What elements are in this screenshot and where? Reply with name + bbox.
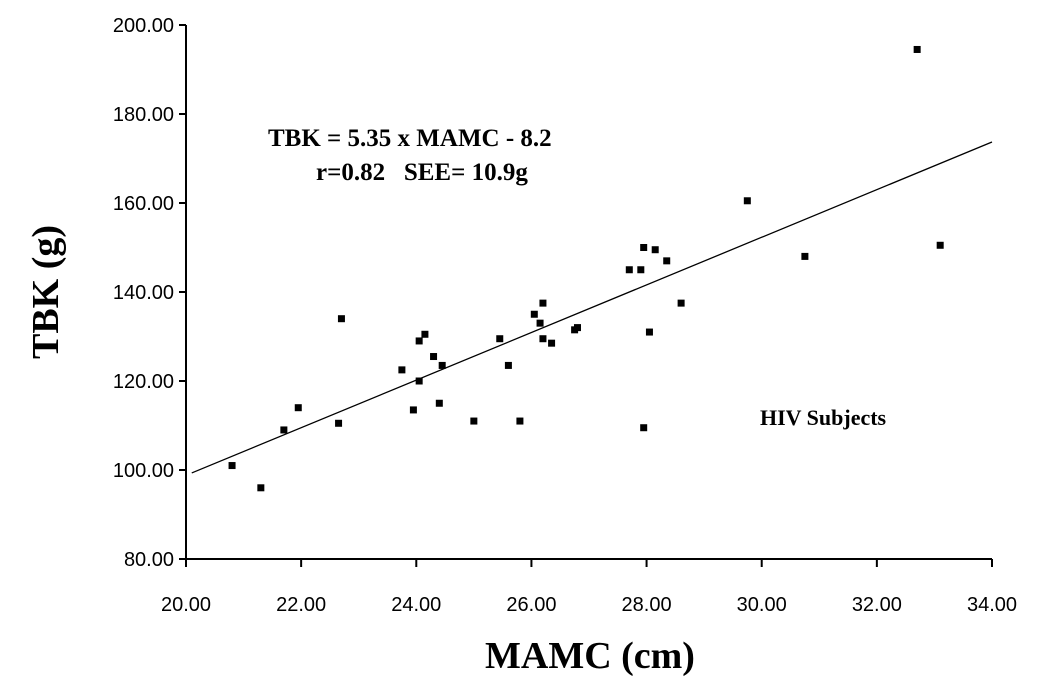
data-point [637,266,645,274]
data-point [280,426,288,434]
data-point [530,310,538,318]
group-label: HIV Subjects [760,405,887,430]
data-point [936,241,944,249]
axes: 80.00 100.00 120.00 140.00 160.00 180.00 200.0… [113,15,1017,616]
data-point [913,45,921,53]
data-point [663,257,671,265]
y-tick-label: 180.00 [113,104,174,126]
y-tick-label: 100.00 [113,460,174,482]
data-point [438,361,446,369]
x-tick-label: 28.00 [622,594,672,616]
data-point [257,484,265,492]
data-point [228,462,236,470]
data-point [801,252,809,260]
data-point [548,339,556,347]
data-point [539,299,547,307]
data-point [645,328,653,336]
x-tick-label: 22.00 [276,594,326,616]
data-point [640,244,648,251]
x-tick-label: 24.00 [391,594,441,616]
y-tick-label: 120.00 [113,371,174,393]
data-point [496,335,504,343]
stats-annotation: r=0.82 SEE= 10.9g [316,159,528,186]
data-point [536,319,544,327]
data-points [228,45,944,492]
data-point [409,406,417,414]
data-point [435,399,443,407]
data-point [337,315,345,323]
data-point [415,337,423,345]
data-point [743,197,751,205]
x-tick-label: 26.00 [506,594,556,616]
y-tick-label: 80.00 [124,549,174,571]
data-point [470,417,478,425]
data-point [415,377,423,385]
y-tick-label: 160.00 [113,193,174,215]
data-point [640,424,648,432]
data-point [421,330,429,338]
x-tick-label: 30.00 [737,594,787,616]
data-point [430,353,438,361]
data-point [677,299,685,307]
y-axis-title: TBK (g) [25,225,67,359]
regression-line [191,141,993,474]
data-point [294,404,302,412]
x-tick-label: 34.00 [967,594,1017,616]
data-point [504,361,512,369]
data-point [539,335,547,343]
annotations: TBK = 5.35 x MAMC - 8.2 r=0.82 SEE= 10.9… [25,125,887,677]
data-point [625,266,633,274]
data-point [398,366,406,374]
regression-line-layer [191,141,993,474]
y-tick-label: 200.00 [113,15,174,37]
x-tick-label: 32.00 [852,594,902,616]
data-point [651,246,659,254]
x-tick-label: 20.00 [161,594,211,616]
x-axis-title: MAMC (cm) [485,635,695,677]
y-tick-label: 140.00 [113,282,174,304]
data-point [516,417,524,425]
data-point [335,419,343,427]
equation-annotation: TBK = 5.35 x MAMC - 8.2 [268,125,552,152]
data-point [573,324,581,332]
